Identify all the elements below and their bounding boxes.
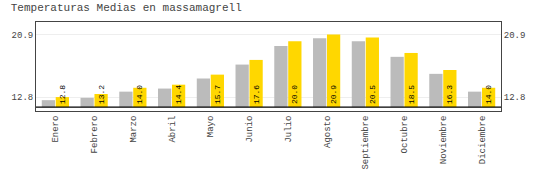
svg-text:14.0: 14.0 [484,85,493,104]
svg-text:Octubre: Octubre [400,116,410,154]
svg-text:Septiembre: Septiembre [361,116,371,170]
svg-text:12.8: 12.8 [504,93,526,103]
svg-text:Temperaturas Medias en massama: Temperaturas Medias en massamagrell [11,2,242,14]
svg-text:Diciembre: Diciembre [478,116,488,165]
svg-text:12.8: 12.8 [12,93,34,103]
svg-text:Febrero: Febrero [90,116,100,154]
svg-text:Julio: Julio [284,116,294,143]
svg-text:12.8: 12.8 [58,85,67,104]
svg-text:14.0: 14.0 [135,85,144,104]
svg-text:20.9: 20.9 [329,85,338,104]
svg-text:20.9: 20.9 [504,31,526,41]
svg-text:Enero: Enero [51,116,61,143]
svg-text:Mayo: Mayo [206,116,216,138]
svg-text:13.2: 13.2 [97,85,106,104]
svg-text:15.7: 15.7 [213,85,222,104]
svg-text:Marzo: Marzo [129,116,139,143]
svg-text:20.0: 20.0 [290,85,299,104]
svg-text:18.5: 18.5 [407,85,416,104]
svg-text:17.6: 17.6 [252,85,261,104]
svg-text:Junio: Junio [245,116,255,143]
svg-text:Abril: Abril [168,116,178,143]
svg-text:14.4: 14.4 [174,85,183,104]
svg-text:16.3: 16.3 [445,85,454,104]
svg-text:Noviembre: Noviembre [439,116,449,165]
svg-text:20.9: 20.9 [12,31,34,41]
svg-text:Agosto: Agosto [323,116,333,148]
svg-text:20.5: 20.5 [368,85,377,104]
